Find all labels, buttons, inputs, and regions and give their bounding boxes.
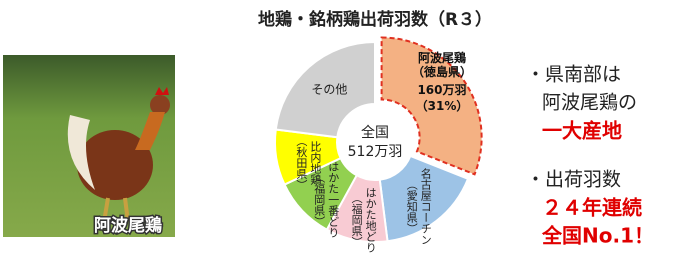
slide: 地鶏・銘柄鶏出荷羽数（R３） 阿波尾鶏 阿波尾鶏（徳島県）160万羽（31%）名… — [0, 0, 678, 278]
slice-label: （愛知県） — [405, 179, 418, 234]
note: ・県南部は — [526, 64, 621, 86]
value-label: （31%） — [416, 98, 469, 113]
center-label: 全国 — [361, 124, 389, 141]
slice-label: 阿波尾鶏 — [418, 50, 466, 65]
slice-label: はかた一番どり — [327, 160, 340, 237]
slice-label: 比内地鶏 — [309, 140, 322, 185]
note: 阿波尾鶏の — [542, 92, 637, 114]
center-label: 512万羽 — [348, 144, 403, 160]
photo: 阿波尾鶏 — [3, 55, 175, 237]
slice-label: 名古屋コーチン — [419, 167, 432, 245]
slice-label: （徳島県） — [412, 64, 472, 79]
chart-title: 地鶏・銘柄鶏出荷羽数（R３） — [258, 9, 492, 30]
donut-chart: 阿波尾鶏（徳島県） 160万羽（31%） 名古屋コーチン（愛知県） はかた地どり（福岡… — [275, 38, 482, 253]
slice-label: その他 — [311, 83, 347, 97]
slice-label: はかた地どり — [364, 186, 377, 252]
note: ・出荷羽数 — [526, 169, 621, 191]
photo-caption: 阿波尾鶏 — [94, 215, 162, 236]
slice-amount: 160万羽 — [417, 83, 466, 97]
note-emphasis: ２４年連続 — [542, 196, 642, 220]
slice-label: （福岡県） — [350, 192, 363, 247]
slice-label: （秋田県） — [295, 135, 308, 190]
note-emphasis: 一大産地 — [542, 119, 622, 143]
note-emphasis: 全国No.1！ — [541, 224, 654, 248]
